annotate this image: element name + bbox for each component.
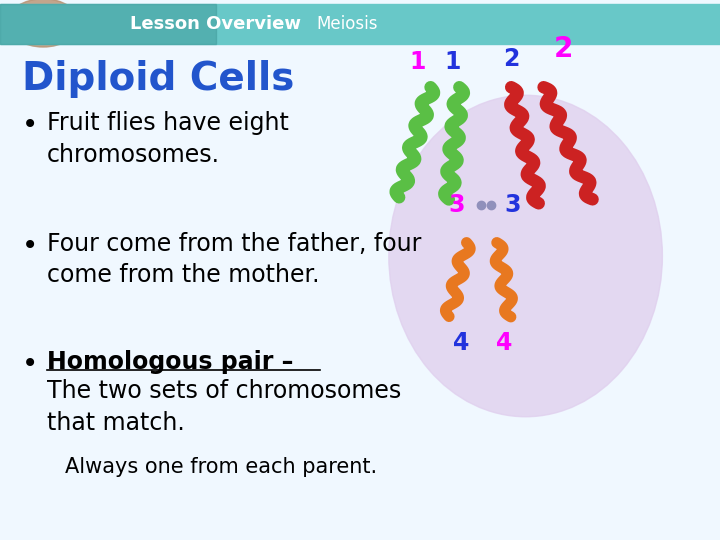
Text: Fruit flies have eight
chromosomes.: Fruit flies have eight chromosomes. [47, 111, 289, 167]
Text: 1: 1 [410, 50, 426, 74]
Text: 4: 4 [496, 331, 512, 355]
Bar [0, 4, 720, 44]
Text: 2: 2 [554, 35, 572, 63]
Text: Diploid Cells: Diploid Cells [22, 60, 294, 98]
Text: 1: 1 [444, 50, 460, 74]
Bar [0, 4, 216, 44]
Text: Meiosis: Meiosis [317, 15, 378, 33]
Text: The two sets of chromosomes
that match.: The two sets of chromosomes that match. [47, 379, 401, 435]
Text: •: • [22, 111, 38, 139]
Text: Four come from the father, four
come from the mother.: Four come from the father, four come fro… [47, 232, 421, 287]
Text: 3: 3 [504, 193, 521, 217]
Ellipse shape [389, 95, 662, 417]
Text: •: • [22, 232, 38, 260]
Ellipse shape [7, 0, 79, 47]
Text: Lesson Overview: Lesson Overview [130, 15, 301, 33]
Text: •: • [22, 350, 38, 378]
Text: Homologous pair –: Homologous pair – [47, 350, 293, 374]
Text: 4: 4 [454, 331, 469, 355]
Text: 2: 2 [503, 47, 519, 71]
Text: 3: 3 [448, 193, 464, 217]
Text: Always one from each parent.: Always one from each parent. [65, 457, 377, 477]
